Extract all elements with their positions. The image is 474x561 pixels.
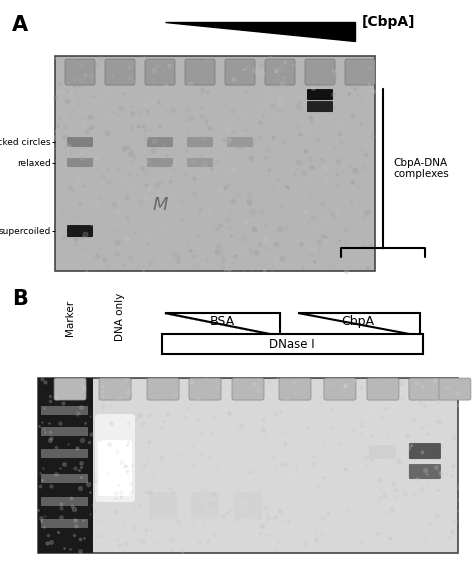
Bar (162, 334, 423, 354)
FancyBboxPatch shape (67, 225, 93, 237)
FancyBboxPatch shape (409, 464, 441, 479)
Text: A: A (12, 15, 28, 35)
FancyBboxPatch shape (439, 378, 471, 400)
FancyBboxPatch shape (189, 378, 221, 400)
FancyBboxPatch shape (307, 101, 333, 112)
FancyBboxPatch shape (105, 59, 135, 85)
Bar (55, 56, 375, 271)
Bar (41, 496, 88, 505)
Bar (41, 449, 88, 458)
FancyBboxPatch shape (409, 443, 441, 459)
Text: B: B (12, 289, 28, 309)
FancyBboxPatch shape (145, 59, 175, 85)
FancyBboxPatch shape (98, 440, 132, 496)
FancyBboxPatch shape (191, 492, 219, 519)
Text: [CbpA]: [CbpA] (362, 15, 416, 29)
FancyBboxPatch shape (409, 378, 441, 400)
FancyBboxPatch shape (234, 492, 262, 519)
FancyBboxPatch shape (67, 137, 93, 147)
Text: BSA: BSA (210, 315, 235, 328)
Bar (41, 474, 88, 483)
Text: relaxed: relaxed (17, 159, 51, 168)
FancyBboxPatch shape (369, 466, 396, 479)
FancyBboxPatch shape (369, 445, 396, 459)
Text: CbpA-DNA
complexes: CbpA-DNA complexes (393, 158, 449, 180)
FancyBboxPatch shape (65, 59, 95, 85)
FancyBboxPatch shape (324, 378, 356, 400)
Text: DNA only: DNA only (115, 293, 125, 341)
Text: CbpA: CbpA (341, 315, 374, 328)
Bar (38, 378, 458, 553)
FancyBboxPatch shape (279, 378, 311, 400)
FancyBboxPatch shape (367, 378, 399, 400)
Text: nicked circles: nicked circles (0, 137, 51, 146)
FancyBboxPatch shape (149, 492, 177, 519)
Polygon shape (165, 22, 355, 41)
FancyBboxPatch shape (187, 137, 213, 147)
FancyBboxPatch shape (147, 137, 173, 147)
FancyBboxPatch shape (99, 378, 131, 400)
FancyBboxPatch shape (265, 59, 295, 85)
Polygon shape (165, 313, 280, 336)
FancyBboxPatch shape (67, 158, 93, 167)
FancyBboxPatch shape (345, 59, 375, 85)
Text: M: M (152, 196, 168, 214)
Bar (38, 378, 93, 553)
FancyBboxPatch shape (307, 89, 333, 100)
Polygon shape (298, 313, 420, 336)
Polygon shape (165, 313, 280, 336)
FancyBboxPatch shape (185, 59, 215, 85)
Bar (41, 406, 88, 415)
Text: Marker: Marker (65, 300, 75, 336)
FancyBboxPatch shape (232, 378, 264, 400)
FancyBboxPatch shape (95, 414, 135, 502)
Text: DNase I: DNase I (269, 338, 315, 351)
FancyBboxPatch shape (147, 158, 173, 167)
FancyBboxPatch shape (225, 59, 255, 85)
Bar (41, 426, 88, 435)
Text: supercoiled: supercoiled (0, 227, 51, 236)
FancyBboxPatch shape (147, 378, 179, 400)
Bar (41, 519, 88, 528)
FancyBboxPatch shape (227, 137, 253, 147)
FancyBboxPatch shape (54, 378, 86, 400)
FancyBboxPatch shape (305, 59, 335, 85)
FancyBboxPatch shape (187, 158, 213, 167)
